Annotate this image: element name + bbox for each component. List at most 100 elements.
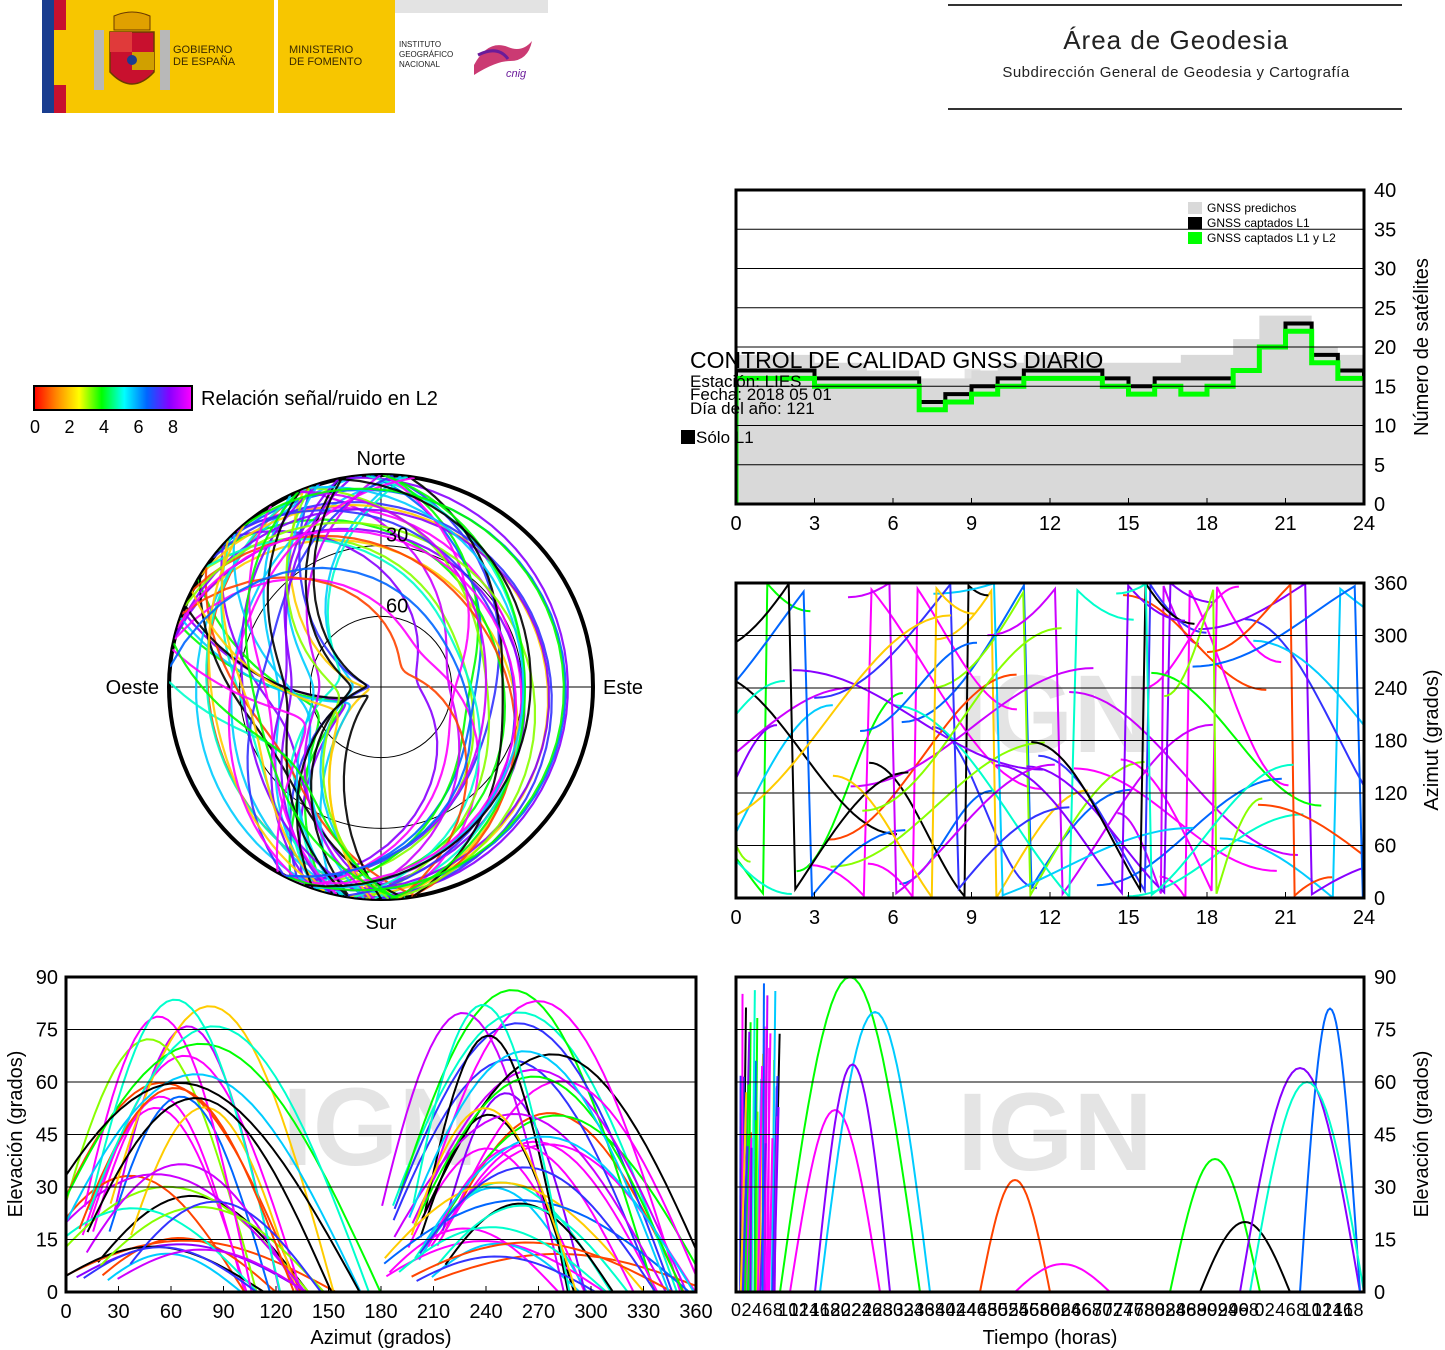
elevation-track — [423, 1135, 695, 1292]
elevation-spike — [749, 1147, 753, 1292]
x-tick-label: 8 — [773, 1300, 783, 1320]
x-tick-label: 14 — [1323, 1300, 1343, 1320]
x-tick-label: 40 — [935, 1300, 955, 1320]
satellite-track — [171, 648, 307, 873]
x-tick-label: 92 — [1207, 1300, 1227, 1320]
x-tick-label: 2 — [1265, 1300, 1275, 1320]
y-axis-label: Azimut (grados) — [1421, 669, 1443, 810]
sky-tracks — [169, 475, 569, 899]
satellite-track — [220, 540, 325, 892]
x-tick-label: 21 — [1274, 513, 1296, 535]
x-tick-label: 30 — [883, 1300, 903, 1320]
azimuth-track — [1141, 585, 1239, 690]
date-label: Fecha: 2018 05 01 — [690, 385, 832, 404]
elevation-track — [89, 998, 282, 1292]
elevation-track — [83, 1015, 253, 1292]
elevation-spike — [741, 1146, 749, 1292]
x-axis-label: Tiempo (horas) — [983, 1327, 1118, 1349]
azimuth-track — [892, 588, 1134, 898]
x-tick-label: 60 — [1040, 1300, 1060, 1320]
l1-only-legend: Sólo L1 — [681, 428, 754, 448]
elevation-spike — [756, 1065, 764, 1292]
azimuth-track — [1073, 767, 1277, 872]
colorbar-label: Relación señal/ruido en L2 — [201, 388, 438, 410]
satellite-track — [198, 576, 405, 899]
count-series-group — [736, 315, 1364, 504]
elevation-spike — [754, 1120, 757, 1292]
satellite-track — [244, 491, 399, 899]
elevation-track — [83, 1246, 258, 1292]
y-tick-label: 5 — [1374, 455, 1385, 477]
x-tick-label: 32 — [893, 1300, 913, 1320]
x-tick-label: 76 — [1124, 1300, 1144, 1320]
x-tick-label: 0 — [731, 1300, 741, 1320]
station-label: Estación: LIES — [690, 372, 802, 391]
y-tick-label: 90 — [36, 967, 58, 989]
satellite-track — [382, 475, 527, 899]
x-tick-label: 36 — [914, 1300, 934, 1320]
y-axis-label: Elevación (grados) — [1411, 1051, 1433, 1218]
elevation-spike — [770, 990, 777, 1292]
elevation-spike — [771, 1076, 779, 1292]
x-tick-label: 6 — [887, 513, 898, 535]
azimuth-track — [850, 667, 1094, 788]
x-tick-label: 12 — [789, 1300, 809, 1320]
y-tick-label: 20 — [1374, 337, 1396, 359]
ring-label-60: 60 — [386, 595, 408, 617]
y-tick-label: 240 — [1374, 678, 1407, 700]
y-tick-label: 10 — [1374, 416, 1396, 438]
elevation-spike — [768, 1138, 774, 1292]
legend-label: GNSS captados L1 — [1207, 216, 1310, 230]
elevation-track — [130, 1106, 298, 1292]
x-tick-label: 15 — [1117, 907, 1139, 929]
y-tick-label: 0 — [47, 1282, 58, 1304]
y-tick-label: 45 — [1374, 1125, 1396, 1147]
azimuth-track — [860, 641, 978, 732]
satellite-track — [243, 487, 565, 892]
colorbar-tick-label: 6 — [133, 417, 143, 437]
satellite-track — [280, 478, 339, 894]
x-tick-label: 2 — [741, 1300, 751, 1320]
satellite-track — [174, 508, 551, 892]
colorbar-tick-label: 8 — [168, 417, 178, 437]
x-tick-label: 3 — [809, 907, 820, 929]
satellite-track — [179, 617, 351, 895]
azimuth-track — [987, 586, 1213, 897]
x-tick-label: 34 — [904, 1300, 924, 1320]
y-tick-label: 75 — [36, 1020, 58, 1042]
y-tick-label: 360 — [1374, 573, 1407, 595]
azimuth-track — [736, 859, 792, 895]
elevation-track — [408, 1050, 670, 1292]
x-tick-label: 21 — [1274, 907, 1296, 929]
azimuth-track — [862, 627, 1062, 812]
satellite-track — [169, 566, 472, 878]
elevation-spike — [750, 990, 756, 1292]
direction-east: Este — [603, 677, 643, 699]
crowded-x-labels: 0 2 4 6 810121416182022242628303234363840424… — [731, 1300, 1364, 1320]
y-tick-label: 300 — [1374, 626, 1407, 648]
colorbar-gradient — [33, 385, 193, 411]
x-tick-label: 70 — [1092, 1300, 1112, 1320]
qc-title: CONTROL DE CALIDAD GNSS DIARIO — [690, 347, 1104, 373]
x-tick-label: 90 — [212, 1301, 234, 1323]
x-tick-label: 12 — [1312, 1300, 1332, 1320]
y-tick-label: 90 — [1374, 967, 1396, 989]
y-tick-label: 0 — [1374, 1282, 1385, 1304]
x-tick-label: 26 — [862, 1300, 882, 1320]
satellite-track — [176, 529, 518, 885]
azimuth-track — [867, 585, 1017, 898]
predicted-area — [736, 315, 1364, 504]
azimuth-track — [869, 583, 989, 898]
satellite-track — [295, 478, 368, 888]
x-tick-label: 0 — [730, 513, 741, 535]
elevation-track — [436, 1204, 629, 1292]
elevation-arch — [1299, 1007, 1361, 1292]
x-tick-label: 12 — [1039, 513, 1061, 535]
azimuth-track — [1120, 586, 1282, 892]
elevation-track — [107, 1252, 242, 1292]
elevation-spike — [761, 983, 765, 1292]
x-tick-label: 66 — [1071, 1300, 1091, 1320]
x-tick-label: 3 — [809, 513, 820, 535]
institute-name: INSTITUTO GEOGRÁFICO NACIONAL — [399, 40, 453, 70]
